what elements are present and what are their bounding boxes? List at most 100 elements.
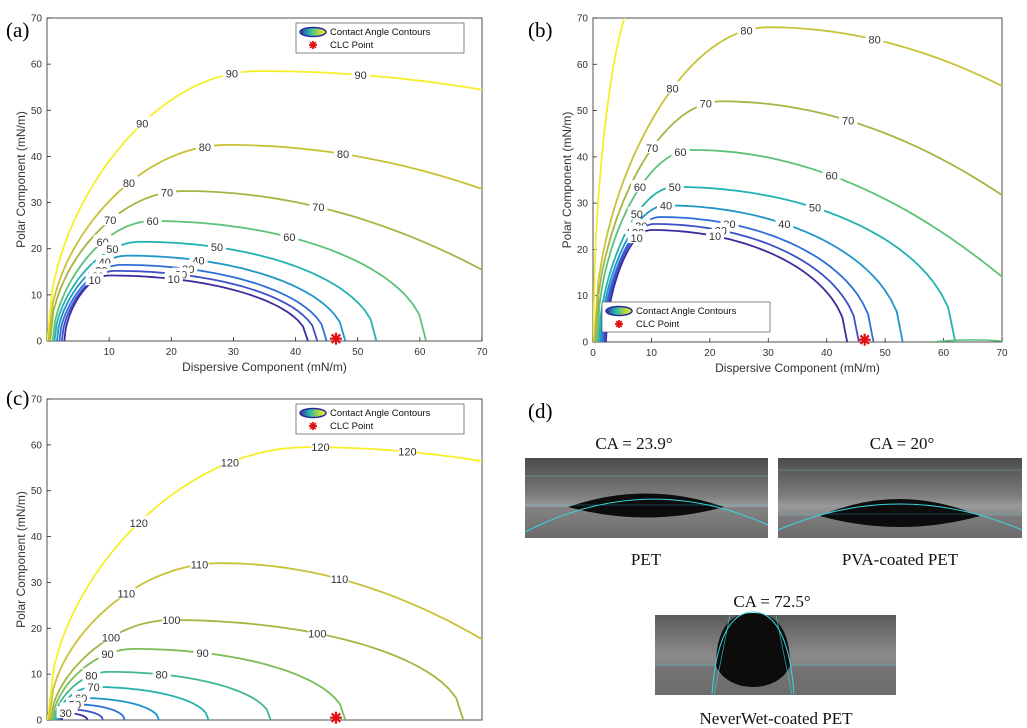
y-tick-label: 60 [31,60,43,71]
y-tick-label: 70 [31,395,43,406]
legend-clc-swatch [309,422,317,430]
y-tick-label: 40 [31,152,43,163]
y-tick-label: 0 [36,716,42,727]
sample-neverwet-ca-text: CA = 72.5° [733,592,810,611]
contour-label-bg [82,668,101,681]
contour-label-bg [143,214,162,227]
chart-legend: Contact Angle Contours CLC Point [295,22,465,54]
contour-label-50: 50 [631,209,643,221]
y-tick-label: 60 [31,440,43,451]
contour-line-90 [51,648,347,720]
panel-d: (d) CA = 23.9° PET CA = 20° PVA-coated P… [524,399,1023,728]
x-tick-label: 40 [821,348,833,359]
contour-label-bg [56,706,75,719]
sample-pva-name: PVA-coated PET [842,550,959,569]
y-tick-label: 70 [31,14,43,25]
panel-b-label: (b) [528,18,553,42]
panel-a-chart: 0 10 20 30 40 50 60 70 10 20 30 40 50 60 70 Dispersive … [14,14,488,375]
contour-label-bg [334,146,353,159]
y-tick-label: 30 [31,578,43,589]
contour-label-80: 80 [199,142,211,154]
droplet-pet [568,493,724,518]
contour-label-100: 100 [162,615,180,627]
clc-point-marker [329,711,342,724]
panel-c-label: (c) [6,386,29,410]
contour-label-80: 80 [123,178,135,190]
contour-label-80: 80 [666,83,678,95]
legend-contour-swatch [299,407,327,419]
contour-line-10 [605,229,849,342]
contour-label-bg [630,180,649,193]
x-tick-label: 50 [880,348,892,359]
contour-label-bg [696,96,715,109]
contour-label-bg [706,229,725,242]
legend-entry-contours: Contact Angle Contours [330,408,431,419]
contour-label-80: 80 [85,670,97,682]
sample-pva-photo [777,458,1023,538]
contour-label-50: 50 [106,244,118,256]
contour-label-bg [625,0,643,3]
x-tick-label: 10 [104,347,116,358]
contour-label-70: 70 [312,202,324,214]
contour-label-90: 90 [226,69,238,81]
sample-pet-name: PET [631,550,662,569]
legend-contour-swatch [605,305,633,317]
contour-label-40: 40 [660,200,672,212]
contour-label-80: 80 [156,669,168,681]
contour-label-90: 90 [628,0,640,5]
panel-c-chart: 0 10 20 30 40 50 60 70 Polar Component (mN/m) 120… [14,395,483,727]
contour-label-bg [627,231,646,244]
contour-label-60: 60 [147,216,159,228]
contour-label-bg [663,81,682,94]
x-tick-label: 10 [646,348,658,359]
contour-line-50 [53,240,378,341]
legend-clc-swatch [615,320,623,328]
y-tick-label: 0 [36,337,42,348]
sample-pet-ca-text: CA = 23.9° [595,434,672,453]
contour-label-bg [311,440,330,453]
y-tick-label: 30 [31,198,43,209]
contour-label-80: 80 [740,25,752,37]
contour-label-bg [280,230,299,243]
contour-label-bg [737,23,756,36]
chart-legend: Contact Angle Contours CLC Point [601,301,771,333]
x-tick-label: 20 [704,348,716,359]
contour-label-110: 110 [118,589,136,601]
x-tick-label: 70 [476,347,488,358]
contour-label-90: 90 [354,70,366,82]
contour-label-bg [164,272,183,285]
contour-label-bg [162,613,181,626]
droplet-pva [820,499,980,527]
y-tick-label: 70 [577,14,589,25]
contour-label-bg [119,175,138,188]
sample-pet-photo [524,458,769,538]
y-axis-label: Polar Component (mN/m) [14,111,28,248]
contour-label-70: 70 [842,115,854,127]
contour-label-60: 60 [634,182,646,194]
contour-line-80 [593,26,1002,342]
contour-label-70: 70 [104,215,116,227]
legend-entry-clc: CLC Point [330,421,374,432]
y-tick-label: 20 [577,245,589,256]
y-tick-label: 10 [577,291,589,302]
x-tick-label: 30 [228,347,240,358]
contour-label-10: 10 [630,233,642,245]
contour-label-10: 10 [168,274,180,286]
y-tick-label: 40 [577,152,589,163]
contour-label-bg [806,200,825,213]
contour-label-bg [193,645,212,658]
y-axis-label: Polar Component (mN/m) [14,491,28,628]
contour-label-bg [775,216,794,229]
contour-label-bg [207,240,226,253]
legend-entry-contours: Contact Angle Contours [636,306,737,317]
y-tick-label: 50 [31,106,43,117]
sample-neverwet-photo [655,611,896,696]
contour-label-bg [195,139,214,152]
contour-label-bg [398,444,417,457]
contour-label-120: 120 [398,447,416,459]
contour-label-90: 90 [197,648,209,660]
plot-frame [592,17,1003,343]
contour-label-100: 100 [102,632,120,644]
contour-label-bg [308,626,327,639]
